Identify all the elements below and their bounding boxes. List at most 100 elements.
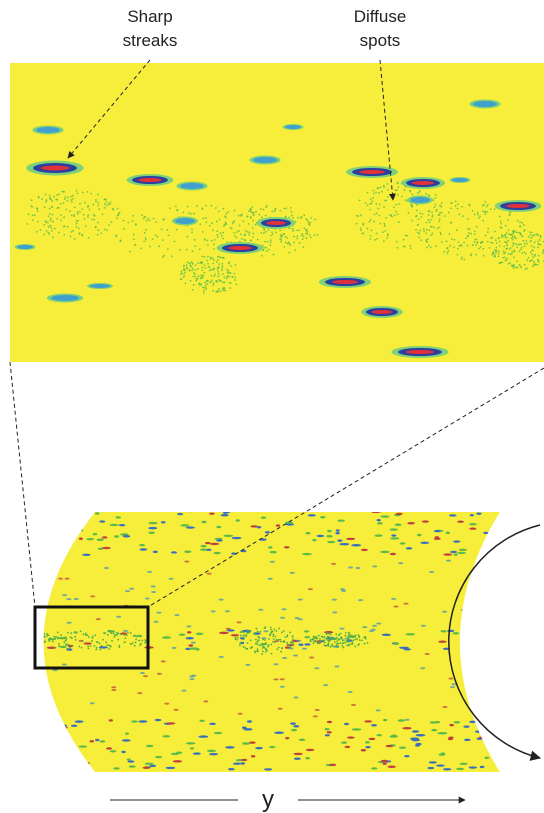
spot [63,725,67,727]
spot [355,567,360,569]
spot [187,631,191,633]
speckle [171,255,173,257]
speckle [396,189,398,191]
speckle [48,640,50,642]
speckle [64,196,66,198]
spot [392,643,399,645]
speckle [82,640,84,642]
spot [474,622,479,624]
speckle [48,233,50,235]
speckle [237,637,239,639]
speckle [246,648,248,650]
page: Sharp streaks Diffuse spots y (() => { c… [0,0,544,813]
speckle [451,202,453,204]
speckle [449,233,451,235]
speckle [214,273,216,275]
spot [331,563,336,565]
speckle [514,251,516,253]
speckle [426,247,428,249]
speckle [457,203,459,205]
speckle [290,207,292,209]
speckle [398,203,400,205]
speckle [342,642,344,644]
speckle [537,243,539,245]
speckle [240,642,242,644]
speckle [531,232,533,234]
spot [209,753,218,755]
speckle [513,257,515,259]
speckle [116,632,118,634]
spot [58,578,63,580]
speckle [124,634,126,636]
speckle [46,199,48,201]
spot [93,533,98,535]
speckle [211,279,213,281]
speckle [238,215,240,217]
speckle [228,270,230,272]
spot [17,245,33,249]
speckle [428,210,430,212]
speckle [427,238,429,240]
speckle [375,191,377,193]
speckle [216,261,218,263]
speckle [251,212,253,214]
speckle [448,212,450,214]
speckle [487,231,489,233]
speckle [404,189,406,191]
speckle [294,249,296,251]
speckle [207,244,209,246]
speckle [135,639,137,641]
speckle [71,201,73,203]
speckle [356,223,358,225]
speckle [529,231,531,233]
speckle [369,238,371,240]
spot [376,709,381,711]
speckle [190,280,192,282]
speckle [117,639,119,641]
speckle [338,639,340,641]
speckle [45,201,47,203]
speckle [533,246,535,248]
spot [347,736,355,738]
speckle [423,228,425,230]
speckle [302,238,304,240]
spot [385,745,393,747]
speckle [223,277,225,279]
speckle [503,250,505,252]
speckle [259,631,261,633]
speckle [183,269,185,271]
speckle [281,632,283,634]
speckle [40,640,42,642]
speckle [79,233,81,235]
speckle [394,214,396,216]
speckle [513,235,515,237]
speckle [97,194,99,196]
speckle [306,233,308,235]
spot [296,640,301,642]
speckle [88,636,90,638]
speckle [60,634,62,636]
speckle [432,214,434,216]
spot [61,528,67,530]
spot [276,524,280,526]
speckle [494,256,496,258]
speckle [264,639,266,641]
speckle [190,265,192,267]
spot [443,768,451,770]
spot [294,758,301,760]
spot [285,125,301,129]
speckle [470,255,472,257]
spot [396,513,403,515]
speckle [335,633,337,635]
speckle [79,203,81,205]
speckle [217,236,219,238]
speckle [106,229,108,231]
speckle [181,270,183,272]
speckle [146,220,148,222]
speckle [426,241,428,243]
zoom-panel [10,63,544,362]
speckle [73,214,75,216]
speckle [328,642,330,644]
speckle [49,638,51,640]
speckle [44,641,46,643]
